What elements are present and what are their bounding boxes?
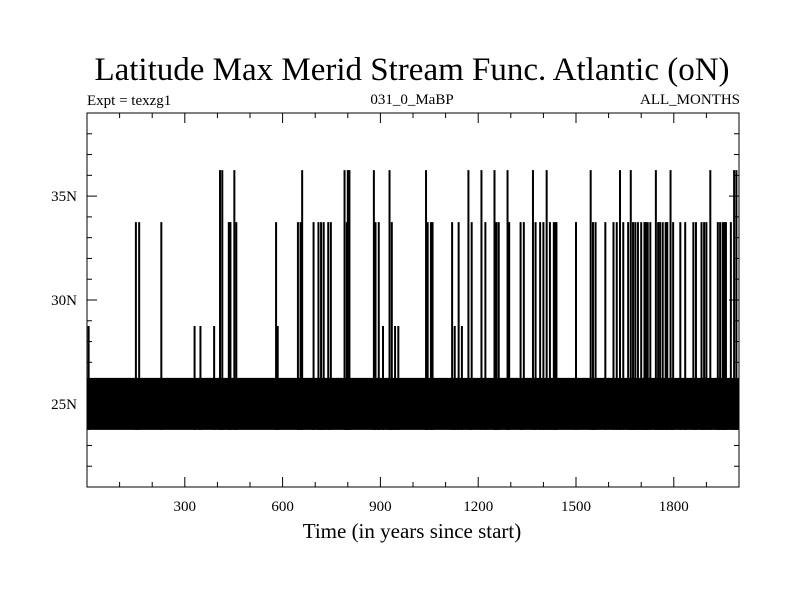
x-axis-label: Time (in years since start) bbox=[303, 519, 522, 543]
x-tick-label: 300 bbox=[174, 499, 197, 515]
axes-layer: 300 600 900 1200 1500 1800 25N 30N 35N bbox=[51, 113, 739, 515]
series-layer bbox=[86, 170, 740, 430]
y-tick-label: 35N bbox=[51, 189, 77, 205]
x-tick-label: 1500 bbox=[561, 499, 591, 515]
subtitle-right: ALL_MONTHS bbox=[640, 92, 740, 108]
subtitle-center: 031_0_MaBP bbox=[370, 92, 453, 108]
x-tick-label: 600 bbox=[271, 499, 294, 515]
x-tick-label: 900 bbox=[369, 499, 392, 515]
subtitle-left: Expt = texzg1 bbox=[87, 93, 171, 109]
y-tick-label: 30N bbox=[51, 293, 77, 309]
x-tick-label: 1800 bbox=[659, 499, 689, 515]
y-tick-label: 25N bbox=[51, 397, 77, 413]
chart-title: Latitude Max Merid Stream Func. Atlantic… bbox=[94, 52, 729, 88]
x-tick-label: 1200 bbox=[463, 499, 493, 515]
